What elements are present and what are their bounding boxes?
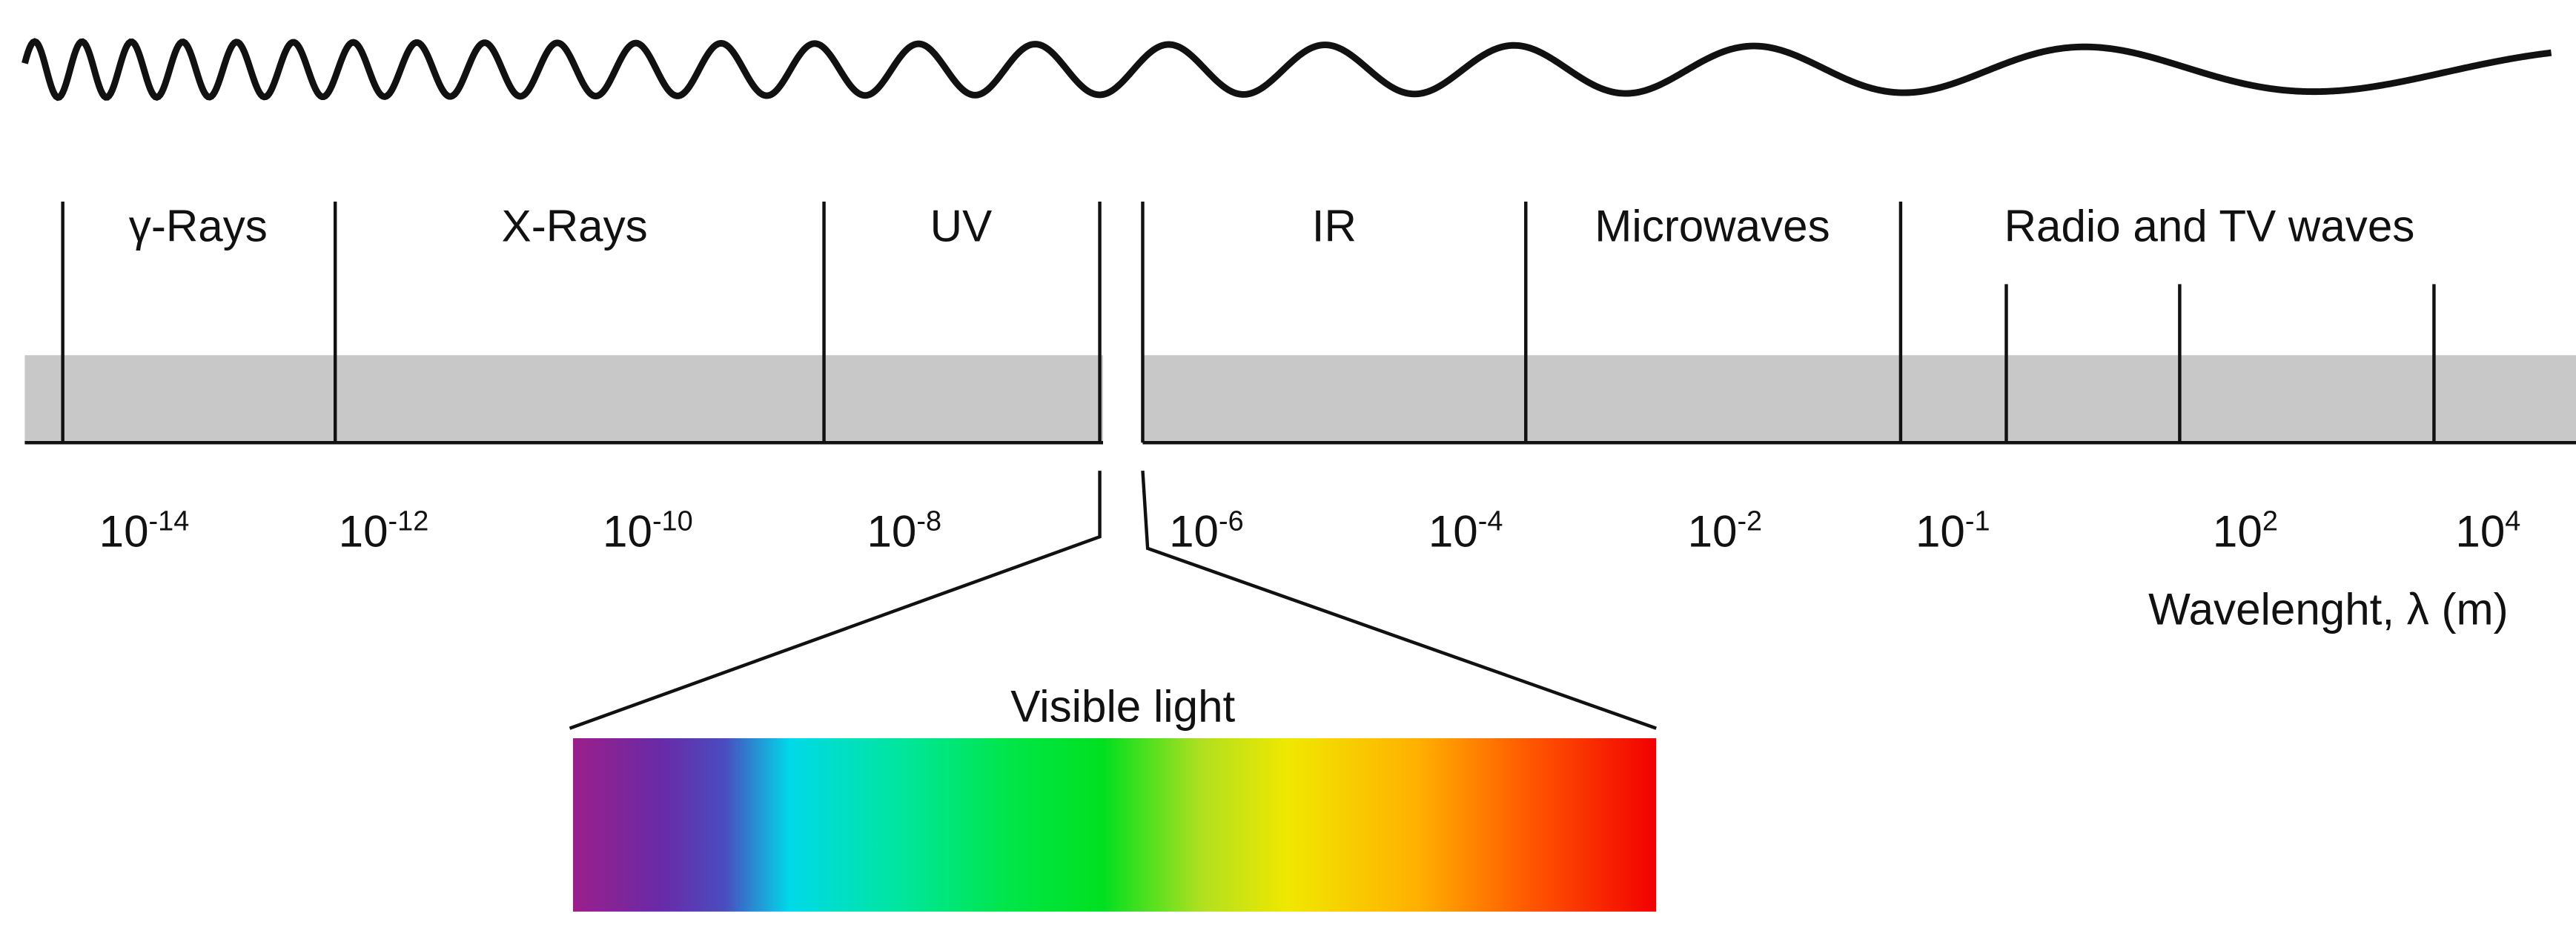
base: 10 xyxy=(603,507,652,557)
base: 10 xyxy=(2455,507,2505,557)
exponent: -14 xyxy=(149,505,190,537)
exponent: -2 xyxy=(1737,505,1762,537)
band-label: X-Rays xyxy=(502,202,648,251)
exponent: 4 xyxy=(2505,505,2520,537)
wavelength-label: 10-8 xyxy=(867,505,941,556)
band-label: Radio and TV waves xyxy=(2004,202,2415,251)
axis-label: Wavelenght, λ (m) xyxy=(2148,584,2509,634)
dividers xyxy=(24,202,2576,730)
wavelength-label: 10-10 xyxy=(603,505,693,556)
wavelength-label: 10-6 xyxy=(1169,505,1244,556)
base: 10 xyxy=(1688,507,1738,557)
band-label: Microwaves xyxy=(1595,202,1830,251)
exponent: -4 xyxy=(1478,505,1503,537)
wave xyxy=(21,38,2552,102)
wavelength-label: 10-1 xyxy=(1916,505,1990,556)
base: 10 xyxy=(2213,507,2262,557)
wavelength-label: 10-14 xyxy=(99,505,190,556)
exponent: -12 xyxy=(388,505,429,537)
base: 10 xyxy=(1428,507,1478,557)
exponent: -6 xyxy=(1219,505,1244,537)
base: 10 xyxy=(99,507,149,557)
wavelength-label: 10-4 xyxy=(1428,505,1503,556)
visible-label: Visible light xyxy=(1010,682,1235,732)
visible-spectrum xyxy=(572,738,1657,912)
wavelength-label: 102 xyxy=(2213,505,2278,556)
exponent: -10 xyxy=(652,505,693,537)
wavelength-label: 10-12 xyxy=(339,505,429,556)
band-bar xyxy=(24,355,1104,443)
exponent: -1 xyxy=(1965,505,1990,537)
base: 10 xyxy=(1169,507,1219,557)
base: 10 xyxy=(1916,507,1965,557)
wavelength-label: 10-2 xyxy=(1688,505,1763,556)
wavelength-label: 104 xyxy=(2455,505,2520,556)
band-label: UV xyxy=(930,202,993,251)
band-label: IR xyxy=(1312,202,1357,251)
exponent: -8 xyxy=(916,505,941,537)
base: 10 xyxy=(867,507,916,557)
base: 10 xyxy=(339,507,388,557)
band-label: γ-Rays xyxy=(129,202,268,251)
band-bar xyxy=(1142,355,2576,443)
exponent: 2 xyxy=(2262,505,2278,537)
